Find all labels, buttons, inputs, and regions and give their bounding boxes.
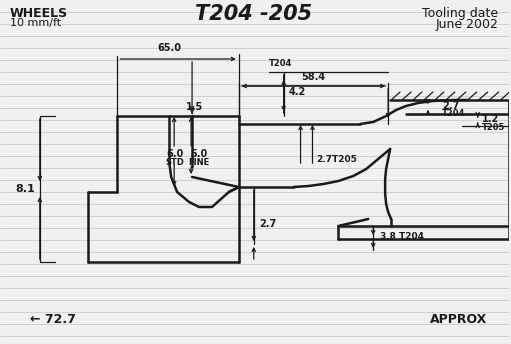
Text: 10 mm/ft: 10 mm/ft: [10, 18, 61, 28]
Text: APPROX: APPROX: [430, 313, 487, 326]
Text: 2.7T205: 2.7T205: [316, 155, 357, 164]
Text: 1.5: 1.5: [185, 102, 203, 112]
Text: 4.2: 4.2: [289, 87, 306, 97]
Text: STD: STD: [166, 158, 184, 167]
Text: 1.2: 1.2: [482, 114, 499, 124]
Text: 2.7: 2.7: [442, 101, 459, 111]
Text: WHEELS: WHEELS: [10, 7, 68, 20]
Text: 65.0: 65.0: [157, 43, 181, 53]
Text: June 2002: June 2002: [436, 18, 499, 31]
Text: 2.7: 2.7: [259, 219, 276, 229]
Text: 5.0: 5.0: [191, 149, 207, 159]
Text: FINE: FINE: [189, 158, 210, 167]
Text: 58.4: 58.4: [301, 72, 326, 82]
Text: T204: T204: [269, 59, 292, 68]
Text: 8.1: 8.1: [15, 184, 35, 194]
Text: T204 -205: T204 -205: [195, 4, 312, 24]
Text: T204: T204: [442, 108, 465, 118]
Text: 6.0: 6.0: [167, 149, 184, 159]
Text: 3.8 T204: 3.8 T204: [380, 232, 424, 240]
Text: Tooling date: Tooling date: [423, 7, 499, 20]
Text: ← 72.7: ← 72.7: [30, 313, 76, 326]
Text: T205: T205: [482, 122, 505, 131]
